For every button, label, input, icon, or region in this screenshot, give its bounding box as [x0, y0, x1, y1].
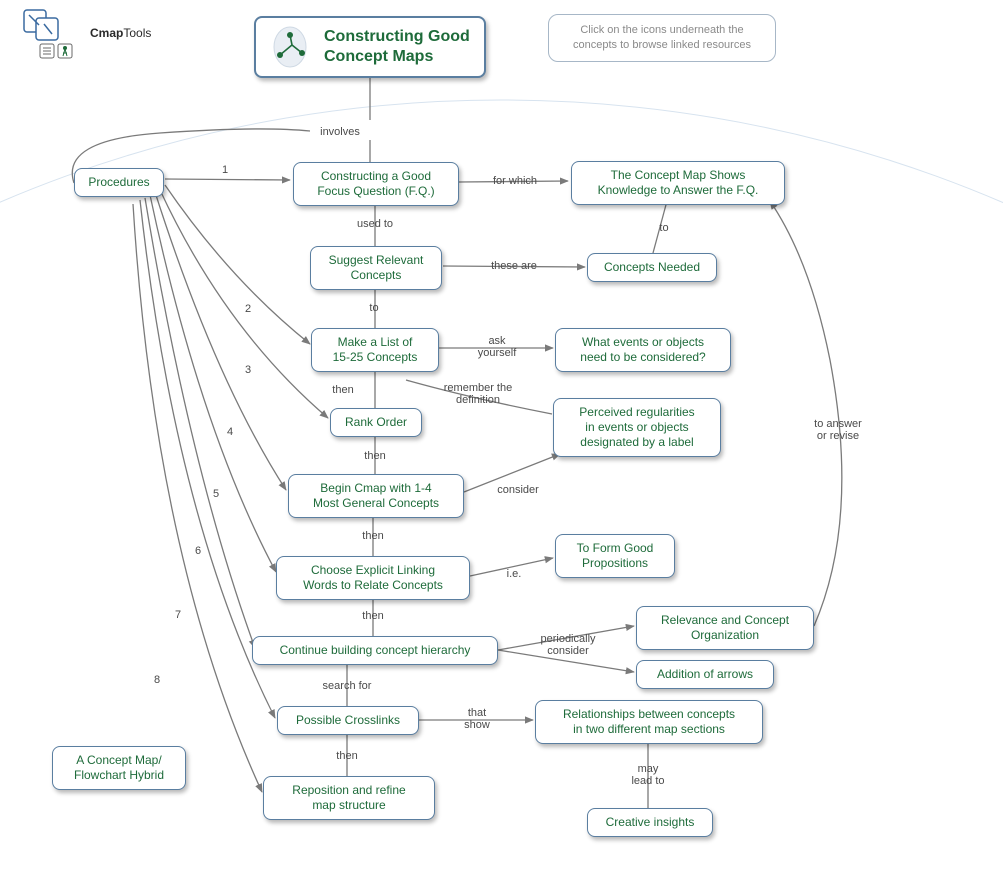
link-label: consider: [497, 484, 539, 496]
concept-node-suggest[interactable]: Suggest Relevant Concepts: [310, 246, 442, 290]
link-label: i.e.: [507, 568, 522, 580]
concept-node-choose[interactable]: Choose Explicit Linking Words to Relate …: [276, 556, 470, 600]
concept-node-label: Procedures: [88, 175, 149, 190]
concept-node-title[interactable]: Constructing Good Concept Maps: [254, 16, 486, 78]
link-label: 3: [245, 364, 251, 376]
help-infobox-text: Click on the icons underneath the concep…: [573, 24, 751, 51]
concept-node-rank[interactable]: Rank Order: [330, 408, 422, 437]
edge: [770, 201, 842, 626]
concept-map-icon: [272, 25, 316, 69]
link-label: involves: [320, 126, 360, 138]
cmaptools-logo: CmapTools: [22, 8, 162, 66]
concept-node-form[interactable]: To Form Good Propositions: [555, 534, 675, 578]
concept-node-shows[interactable]: The Concept Map Shows Knowledge to Answe…: [571, 161, 785, 205]
link-label: these are: [491, 260, 537, 272]
concept-node-begin[interactable]: Begin Cmap with 1-4 Most General Concept…: [288, 474, 464, 518]
concept-node-continue[interactable]: Continue building concept hierarchy: [252, 636, 498, 665]
concept-node-relevance[interactable]: Relevance and Concept Organization: [636, 606, 814, 650]
concept-node-label: What events or objects need to be consid…: [580, 335, 705, 365]
link-label: used to: [357, 218, 393, 230]
edge: [150, 195, 276, 572]
concept-node-label: Choose Explicit Linking Words to Relate …: [303, 563, 443, 593]
link-label: ask yourself: [478, 335, 517, 359]
concept-node-creative[interactable]: Creative insights: [587, 808, 713, 837]
logo-text-b: Tools: [123, 26, 151, 40]
link-label: may lead to: [631, 763, 664, 787]
concept-node-label: Concepts Needed: [604, 260, 700, 275]
link-label: to: [659, 222, 668, 234]
edge: [145, 198, 255, 648]
concept-node-list[interactable]: Make a List of 15-25 Concepts: [311, 328, 439, 372]
link-label: 1: [222, 164, 228, 176]
link-label: that show: [464, 707, 490, 731]
link-label: search for: [323, 680, 372, 692]
concept-node-reposition[interactable]: Reposition and refine map structure: [263, 776, 435, 820]
link-label: then: [362, 610, 383, 622]
link-label: 7: [175, 609, 181, 621]
concept-node-label: Relationships between concepts in two di…: [563, 707, 735, 737]
concept-node-crosslinks[interactable]: Possible Crosslinks: [277, 706, 419, 735]
edge: [165, 185, 310, 344]
link-label: 8: [154, 674, 160, 686]
concept-node-label: The Concept Map Shows Knowledge to Answe…: [598, 168, 759, 198]
concept-node-fq[interactable]: Constructing a Good Focus Question (F.Q.…: [293, 162, 459, 206]
link-label: remember the definition: [444, 382, 512, 406]
concept-node-label: Possible Crosslinks: [296, 713, 400, 728]
concept-node-relations[interactable]: Relationships between concepts in two di…: [535, 700, 763, 744]
concept-node-perceived[interactable]: Perceived regularities in events or obje…: [553, 398, 721, 457]
concept-node-hybrid[interactable]: A Concept Map/ Flowchart Hybrid: [52, 746, 186, 790]
concept-node-events[interactable]: What events or objects need to be consid…: [555, 328, 731, 372]
concept-node-procedures[interactable]: Procedures: [74, 168, 164, 197]
concept-node-label: A Concept Map/ Flowchart Hybrid: [74, 753, 164, 783]
logo-text-a: Cmap: [90, 26, 123, 40]
concept-node-label: To Form Good Propositions: [577, 541, 654, 571]
concept-node-arrows[interactable]: Addition of arrows: [636, 660, 774, 689]
link-label: then: [336, 750, 357, 762]
logo-text: CmapTools: [90, 26, 151, 40]
help-infobox: Click on the icons underneath the concep…: [548, 14, 776, 62]
link-label: 4: [227, 426, 233, 438]
edge: [155, 192, 286, 490]
link-label: then: [362, 530, 383, 542]
concept-node-label: Addition of arrows: [657, 667, 753, 682]
link-label: for which: [493, 175, 537, 187]
concept-node-label: Reposition and refine map structure: [292, 783, 405, 813]
concept-node-label: Relevance and Concept Organization: [661, 613, 789, 643]
concept-node-label: Creative insights: [606, 815, 695, 830]
concept-node-label: Rank Order: [345, 415, 407, 430]
concept-node-label: Constructing a Good Focus Question (F.Q.…: [317, 169, 434, 199]
concept-node-label: Suggest Relevant Concepts: [329, 253, 424, 283]
link-label: then: [332, 384, 353, 396]
concept-node-needed[interactable]: Concepts Needed: [587, 253, 717, 282]
concept-node-label: Constructing Good Concept Maps: [324, 27, 470, 67]
concept-node-label: Begin Cmap with 1-4 Most General Concept…: [313, 481, 439, 511]
link-label: 2: [245, 303, 251, 315]
link-label: 5: [213, 488, 219, 500]
concept-node-label: Perceived regularities in events or obje…: [579, 405, 694, 450]
concept-node-label: Continue building concept hierarchy: [280, 643, 471, 658]
link-label: 6: [195, 545, 201, 557]
link-label: then: [364, 450, 385, 462]
concept-node-label: Make a List of 15-25 Concepts: [333, 335, 418, 365]
edge: [165, 179, 290, 180]
link-label: to answer or revise: [814, 418, 862, 442]
link-label: to: [369, 302, 378, 314]
link-label: periodically consider: [540, 633, 595, 657]
edge: [133, 204, 262, 792]
